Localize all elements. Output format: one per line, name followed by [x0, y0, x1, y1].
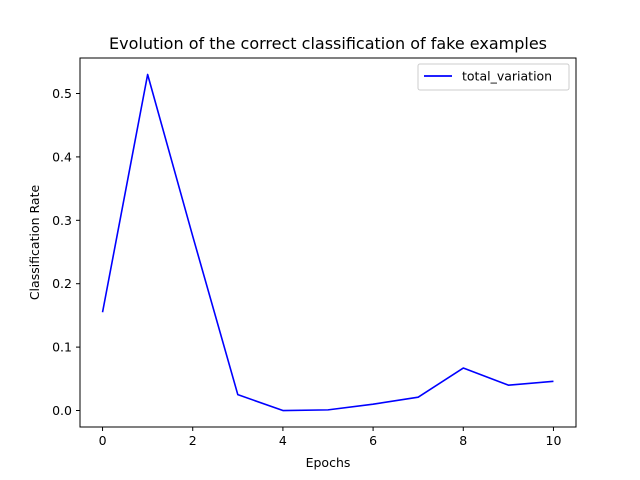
y-tick-label: 0.5: [52, 86, 72, 101]
y-tick-label: 0.1: [52, 340, 72, 355]
x-tick-label: 0: [99, 433, 107, 448]
x-tick-label: 4: [279, 433, 287, 448]
legend: total_variation: [417, 63, 570, 91]
legend-label: total_variation: [462, 69, 552, 84]
axis-ticks: 0 2 4 6 8 10 0.0 0.1 0.2 0.3 0.4 0.5: [52, 86, 561, 448]
legend-box: [417, 63, 570, 91]
chart-title: Evolution of the correct classification …: [109, 34, 547, 53]
x-tick-label: 2: [189, 433, 197, 448]
x-tick-label: 8: [459, 433, 467, 448]
x-axis-label: Epochs: [306, 455, 351, 470]
x-tick-label: 10: [546, 433, 562, 448]
y-tick-label: 0.3: [52, 213, 72, 228]
y-axis-label: Classification Rate: [27, 185, 42, 301]
series-layer: [101, 73, 554, 412]
x-tick-label: 6: [369, 433, 377, 448]
y-tick-label: 0.2: [52, 276, 72, 291]
axes-frame: [79, 57, 577, 428]
y-tick-label: 0.0: [52, 403, 72, 418]
y-tick-label: 0.4: [52, 149, 72, 164]
series-line-total_variation: [101, 73, 554, 412]
